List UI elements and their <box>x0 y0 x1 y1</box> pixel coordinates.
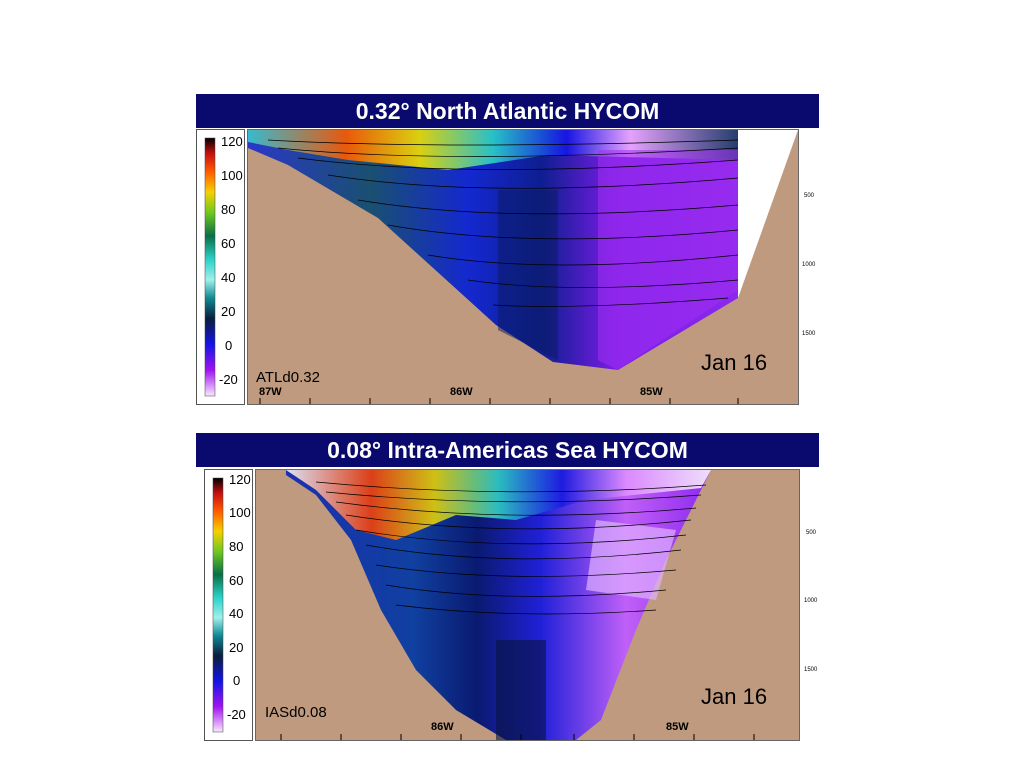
section-plot <box>247 129 799 405</box>
contour-lines <box>315 481 707 615</box>
section-plot <box>255 469 800 741</box>
depth-label: 1000 <box>802 262 816 268</box>
panel-title: 0.32° North Atlantic HYCOM <box>196 94 819 128</box>
colorbar-tick: 20 <box>221 304 236 319</box>
lon-label: 85W <box>640 386 663 398</box>
lon-label: 86W <box>450 386 473 398</box>
run-label: ATLd0.32 <box>256 369 320 386</box>
colorbar-tick: 100 <box>229 505 251 520</box>
colorbar-tick: 100 <box>221 168 243 183</box>
colorbar: 120 100 80 60 40 20 0 -20 <box>196 129 245 405</box>
lon-ticks <box>259 398 739 404</box>
contour-lines <box>267 139 739 307</box>
lon-label: 85W <box>666 721 689 733</box>
colorbar-gradient <box>204 137 216 397</box>
lon-label: 86W <box>431 721 454 733</box>
colorbar-tick: 40 <box>221 270 236 285</box>
run-label: IASd0.08 <box>265 704 327 721</box>
lon-ticks <box>280 734 755 740</box>
lon-label: 87W <box>259 386 282 398</box>
depth-label: 1000 <box>804 598 818 604</box>
date-label: Jan 16 <box>701 684 768 709</box>
colorbar-tick: 80 <box>229 539 244 554</box>
depth-label: 1500 <box>802 331 816 337</box>
colorbar-tick: 20 <box>229 640 244 655</box>
date-label: Jan 16 <box>701 350 768 375</box>
panel-title: 0.08° Intra-Americas Sea HYCOM <box>196 433 819 467</box>
section-plot-graphic <box>248 130 798 404</box>
colorbar-tick: -20 <box>227 707 246 722</box>
colorbar-tick: 60 <box>229 573 244 588</box>
colorbar-tick: 80 <box>221 202 236 217</box>
colorbar-tick: 40 <box>229 606 244 621</box>
colorbar-tick: 60 <box>221 236 236 251</box>
depth-label: 500 <box>804 193 815 199</box>
section-plot-graphic <box>256 470 799 740</box>
colorbar-tick: 120 <box>221 134 243 149</box>
colorbar-tick: 120 <box>229 472 251 487</box>
colorbar-tick: -20 <box>219 372 238 387</box>
depth-label: 500 <box>806 530 817 536</box>
colorbar-tick: 0 <box>225 338 233 353</box>
colorbar-tick: 0 <box>233 673 241 688</box>
colorbar-gradient <box>212 477 224 733</box>
colorbar: 120 100 80 60 40 20 0 -20 <box>204 469 253 741</box>
depth-label: 1500 <box>804 667 818 673</box>
